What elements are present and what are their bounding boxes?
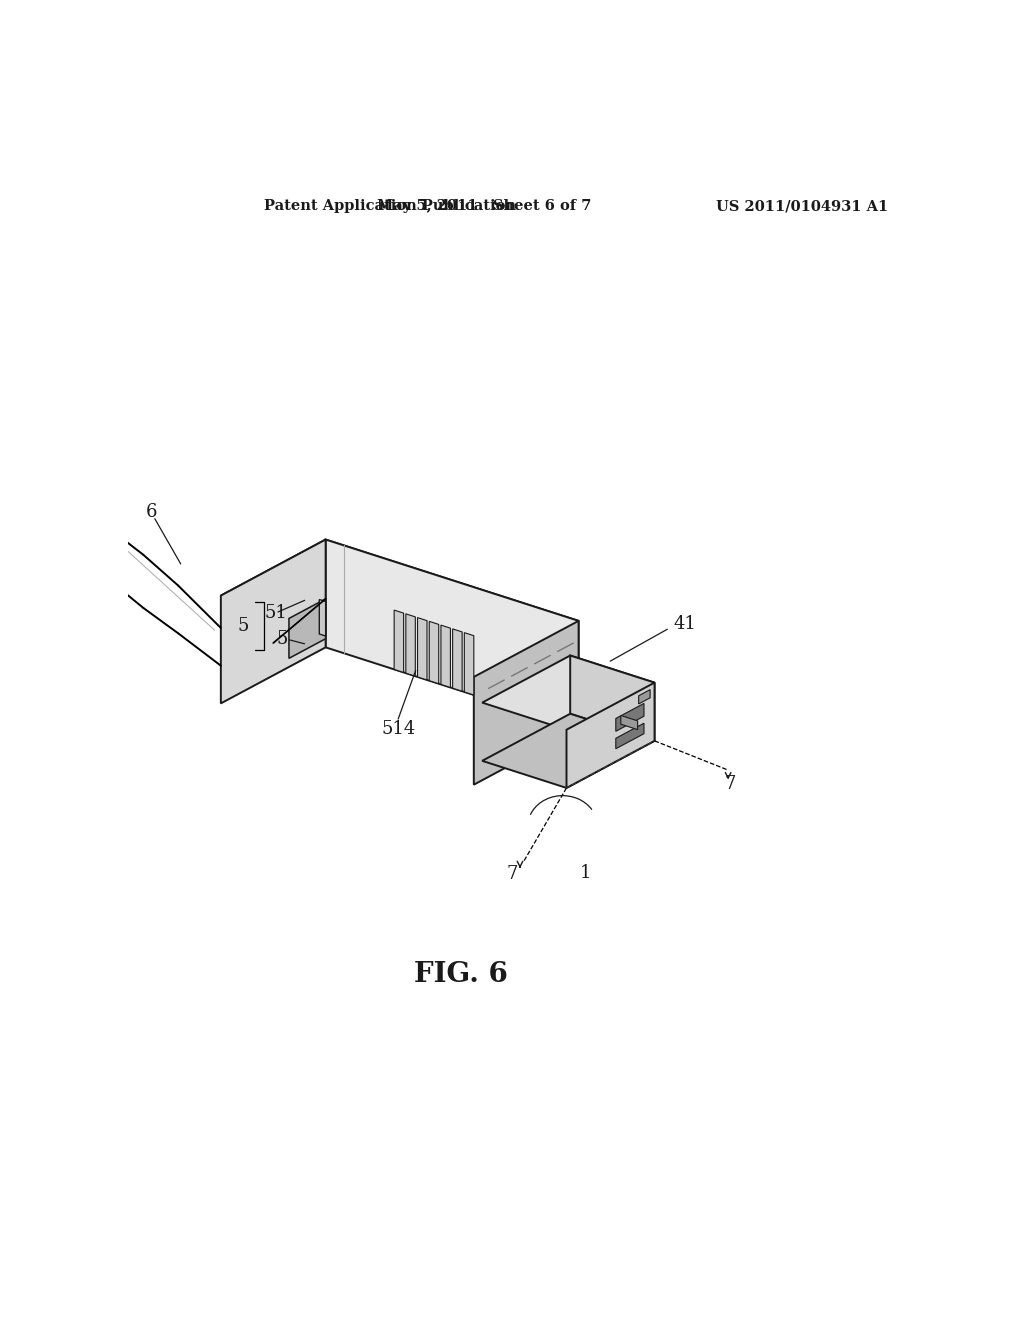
Polygon shape xyxy=(418,618,427,680)
Polygon shape xyxy=(289,599,326,659)
Polygon shape xyxy=(570,656,654,741)
Text: 52: 52 xyxy=(276,630,299,648)
Polygon shape xyxy=(221,540,326,704)
Ellipse shape xyxy=(98,544,123,566)
Polygon shape xyxy=(394,610,403,672)
Text: Patent Application Publication: Patent Application Publication xyxy=(263,199,516,213)
Text: US 2011/0104931 A1: US 2011/0104931 A1 xyxy=(716,199,889,213)
Polygon shape xyxy=(639,689,650,704)
Polygon shape xyxy=(615,723,644,748)
Polygon shape xyxy=(482,656,654,730)
Polygon shape xyxy=(621,715,638,730)
Text: May 5, 2011   Sheet 6 of 7: May 5, 2011 Sheet 6 of 7 xyxy=(377,199,592,213)
Text: 514: 514 xyxy=(382,721,416,738)
Text: 7: 7 xyxy=(724,775,735,793)
Polygon shape xyxy=(566,682,654,788)
Polygon shape xyxy=(406,614,416,676)
Text: 41: 41 xyxy=(674,615,696,634)
Polygon shape xyxy=(474,620,579,784)
Polygon shape xyxy=(319,599,326,636)
Text: 1: 1 xyxy=(581,863,592,882)
Polygon shape xyxy=(615,704,644,731)
Polygon shape xyxy=(453,628,462,692)
Polygon shape xyxy=(221,540,579,677)
Polygon shape xyxy=(326,540,579,729)
Text: 6: 6 xyxy=(145,503,157,521)
Text: 51: 51 xyxy=(264,605,288,622)
Text: 7: 7 xyxy=(507,865,518,883)
Text: 5: 5 xyxy=(238,618,249,635)
Text: FIG. 6: FIG. 6 xyxy=(415,961,508,989)
Polygon shape xyxy=(429,622,438,684)
Polygon shape xyxy=(464,632,474,696)
Polygon shape xyxy=(482,714,654,788)
Polygon shape xyxy=(441,626,451,688)
